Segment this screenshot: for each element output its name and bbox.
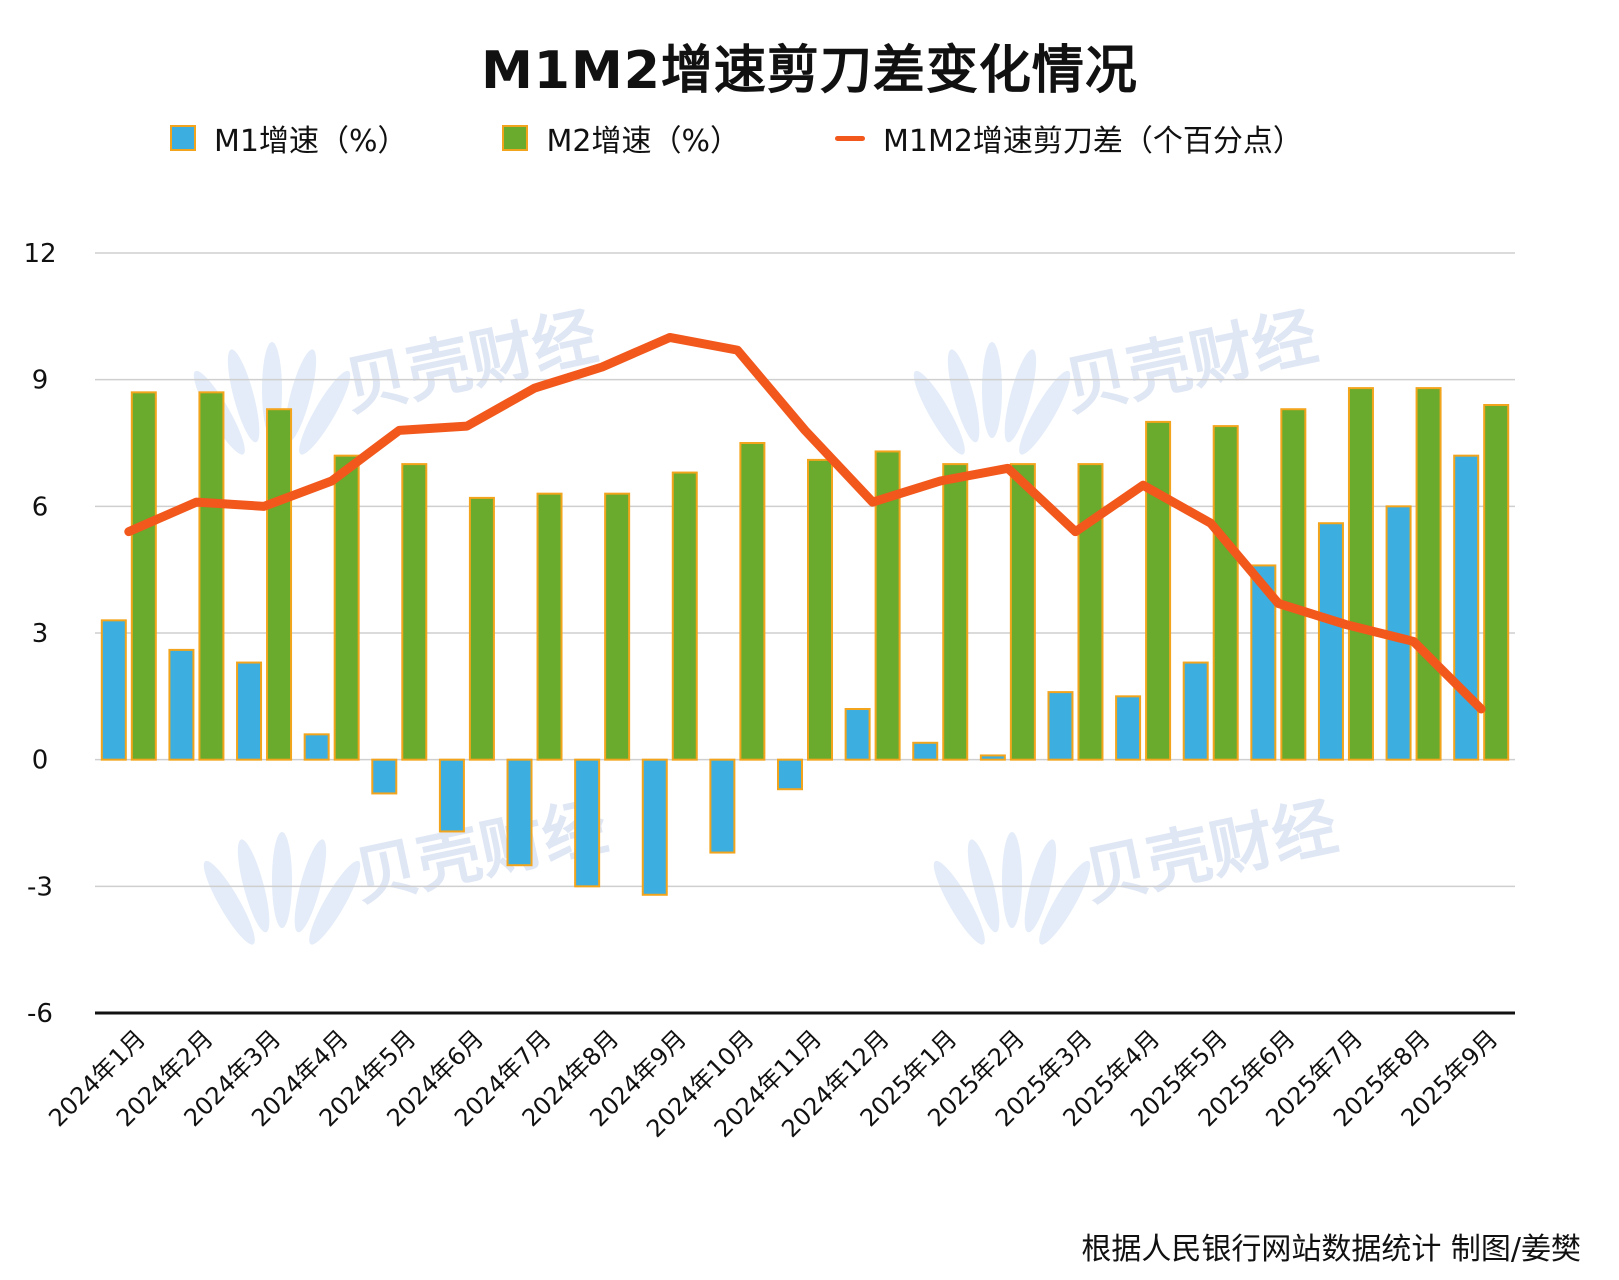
bar-m2-8 bbox=[604, 492, 631, 761]
bar-m2-1 bbox=[130, 391, 157, 761]
watermark-shell-icon bbox=[227, 349, 260, 443]
x-axis: 2024年1月2024年2月2024年3月2024年4月2024年5月2024年… bbox=[43, 1024, 1503, 1143]
watermark-shell-icon bbox=[203, 860, 255, 945]
watermark-text: 贝壳财经 bbox=[1058, 300, 1324, 426]
bar-m1-21 bbox=[1453, 454, 1480, 761]
y-tick-label: 9 bbox=[32, 366, 49, 396]
bar-m2-21 bbox=[1483, 404, 1510, 761]
y-tick-label: 3 bbox=[32, 619, 49, 649]
legend-item-spread: M1M2增速剪刀差（个百分点） bbox=[834, 116, 1303, 160]
bar-m1-2 bbox=[168, 648, 195, 761]
bar-m1-16 bbox=[1115, 695, 1142, 761]
bar-m2-13 bbox=[942, 463, 969, 761]
legend: M1增速（%） M2增速（%） M1M2增速剪刀差（个百分点） bbox=[170, 116, 1303, 160]
legend-label-spread: M1M2增速剪刀差（个百分点） bbox=[882, 124, 1303, 159]
bar-m1-12 bbox=[844, 708, 871, 761]
watermark-shell-icon bbox=[309, 860, 361, 945]
bar-m1-13 bbox=[912, 741, 939, 761]
watermark-text: 贝壳财经 bbox=[338, 300, 604, 426]
bar-m1-11 bbox=[777, 758, 803, 791]
bar-m2-15 bbox=[1077, 463, 1104, 761]
bar-m2-17 bbox=[1212, 425, 1239, 761]
bar-m2-20 bbox=[1415, 387, 1442, 761]
bar-m2-14 bbox=[1009, 463, 1036, 761]
bar-m2-10 bbox=[739, 442, 766, 761]
bar-m2-16 bbox=[1145, 420, 1172, 761]
legend-item-m1: M1增速（%） bbox=[170, 116, 407, 160]
y-tick-label: -6 bbox=[27, 999, 53, 1029]
bar-m1-14 bbox=[979, 754, 1006, 761]
watermark-text: 贝壳财经 bbox=[348, 790, 614, 916]
bar-m2-3 bbox=[266, 408, 293, 761]
legend-label-m1: M1增速（%） bbox=[214, 124, 408, 159]
bar-m1-6 bbox=[438, 758, 465, 833]
bar-m1-10 bbox=[709, 758, 736, 854]
watermark-shell-icon bbox=[913, 370, 965, 455]
bar-m2-7 bbox=[536, 492, 563, 761]
line-series bbox=[124, 332, 1486, 714]
watermark-2: 贝壳财经 bbox=[203, 790, 614, 945]
y-tick-label: -3 bbox=[27, 872, 53, 902]
bar-m1-5 bbox=[371, 758, 398, 795]
y-tick-label: 12 bbox=[23, 239, 56, 269]
bar-m2-19 bbox=[1347, 387, 1374, 761]
bar-m2-5 bbox=[401, 463, 428, 761]
bar-m2-9 bbox=[671, 471, 698, 761]
bar-series bbox=[100, 387, 1510, 896]
bar-m2-2 bbox=[198, 391, 225, 761]
watermark-shell-icon bbox=[933, 860, 985, 945]
watermark-shell-icon bbox=[947, 349, 980, 443]
watermark-shell-icon bbox=[1002, 832, 1022, 928]
watermark-3: 贝壳财经 bbox=[933, 790, 1344, 945]
bar-m2-6 bbox=[468, 496, 495, 761]
chart-title: M1M2增速剪刀差变化情况 bbox=[481, 41, 1138, 101]
watermark-shell-icon bbox=[982, 342, 1002, 438]
y-tick-label: 0 bbox=[32, 746, 49, 776]
watermark-shell-icon bbox=[1004, 349, 1037, 443]
bar-m1-8 bbox=[574, 758, 601, 888]
bar-m1-15 bbox=[1047, 691, 1074, 761]
watermark-text: 贝壳财经 bbox=[1078, 790, 1344, 916]
bar-m2-4 bbox=[333, 454, 360, 761]
bar-m1-17 bbox=[1182, 661, 1209, 761]
y-tick-label: 6 bbox=[32, 492, 49, 522]
grid-lines bbox=[95, 252, 1515, 1015]
bar-m2-11 bbox=[807, 458, 833, 761]
legend-swatch-m1 bbox=[170, 125, 196, 151]
legend-swatch-spread bbox=[834, 135, 865, 141]
legend-label-m2: M2增速（%） bbox=[546, 124, 740, 159]
source-note: 根据人民银行网站数据统计 制图/姜樊 bbox=[1081, 1232, 1581, 1267]
watermark-shell-icon bbox=[299, 370, 351, 455]
bar-m1-7 bbox=[506, 758, 533, 867]
bar-m1-1 bbox=[100, 619, 127, 761]
legend-item-m2: M2增速（%） bbox=[502, 116, 740, 160]
bar-m1-9 bbox=[641, 758, 668, 896]
watermark-shell-icon bbox=[1039, 860, 1091, 945]
y-axis: 12 9 6 3 0 -3 -6 bbox=[23, 239, 56, 1029]
watermark-shell-icon bbox=[1019, 370, 1071, 455]
bar-m1-3 bbox=[236, 661, 263, 761]
watermark-shell-icon bbox=[272, 832, 292, 928]
bar-m2-18 bbox=[1280, 408, 1307, 761]
watermark-shell-icon bbox=[284, 349, 317, 443]
bar-m1-19 bbox=[1317, 522, 1344, 761]
legend-swatch-m2 bbox=[502, 125, 529, 151]
bar-m1-4 bbox=[303, 733, 330, 761]
